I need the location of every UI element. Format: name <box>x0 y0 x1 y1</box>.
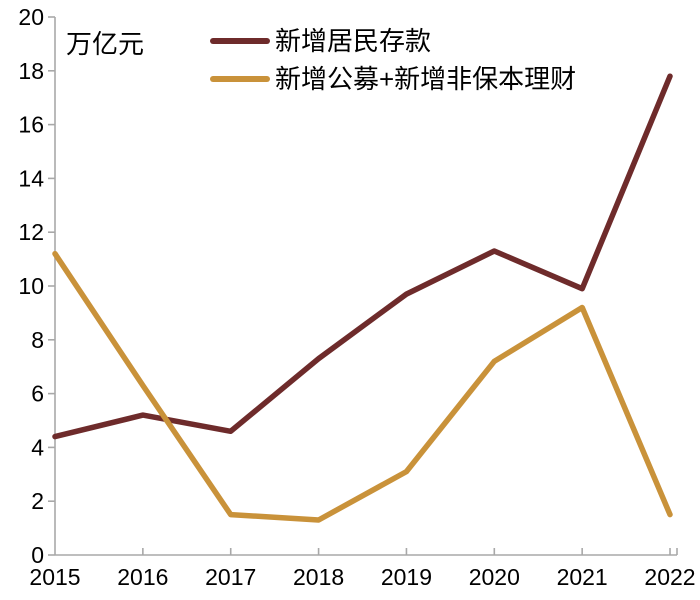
x-tick-label: 2017 <box>205 564 256 590</box>
x-tick-label: 2019 <box>381 564 432 590</box>
legend-label-funds: 新增公募+新增非保本理财 <box>275 63 577 94</box>
x-tick-label: 2020 <box>469 564 520 590</box>
legend-swatch-funds <box>210 75 270 82</box>
x-tick-label: 2021 <box>557 564 608 590</box>
y-axis-unit-label: 万亿元 <box>66 29 145 59</box>
y-tick-label: 8 <box>31 327 44 353</box>
legend-item-deposits: 新增居民存款 <box>210 27 576 54</box>
y-tick-label: 12 <box>18 219 44 245</box>
legend: 新增居民存款 新增公募+新增非保本理财 <box>210 27 576 92</box>
series-line-1 <box>52 250 673 523</box>
y-tick-label: 6 <box>31 381 44 407</box>
x-tick-label: 2022 <box>644 564 695 590</box>
x-tick-label: 2015 <box>29 564 80 590</box>
y-tick-label: 18 <box>18 58 44 84</box>
series-line-0 <box>52 73 673 440</box>
x-tick-label: 2016 <box>117 564 168 590</box>
legend-label-deposits: 新增居民存款 <box>275 25 432 56</box>
y-tick-label: 2 <box>31 488 44 514</box>
y-tick-label: 16 <box>18 112 44 138</box>
y-tick-label: 4 <box>31 434 44 460</box>
y-tick-label: 14 <box>18 165 44 191</box>
legend-item-funds: 新增公募+新增非保本理财 <box>210 65 576 92</box>
legend-swatch-deposits <box>210 37 270 44</box>
x-tick-label: 2018 <box>293 564 344 590</box>
y-tick-label: 0 <box>31 542 44 568</box>
y-tick-label: 10 <box>18 273 44 299</box>
y-tick-label: 20 <box>18 4 44 30</box>
